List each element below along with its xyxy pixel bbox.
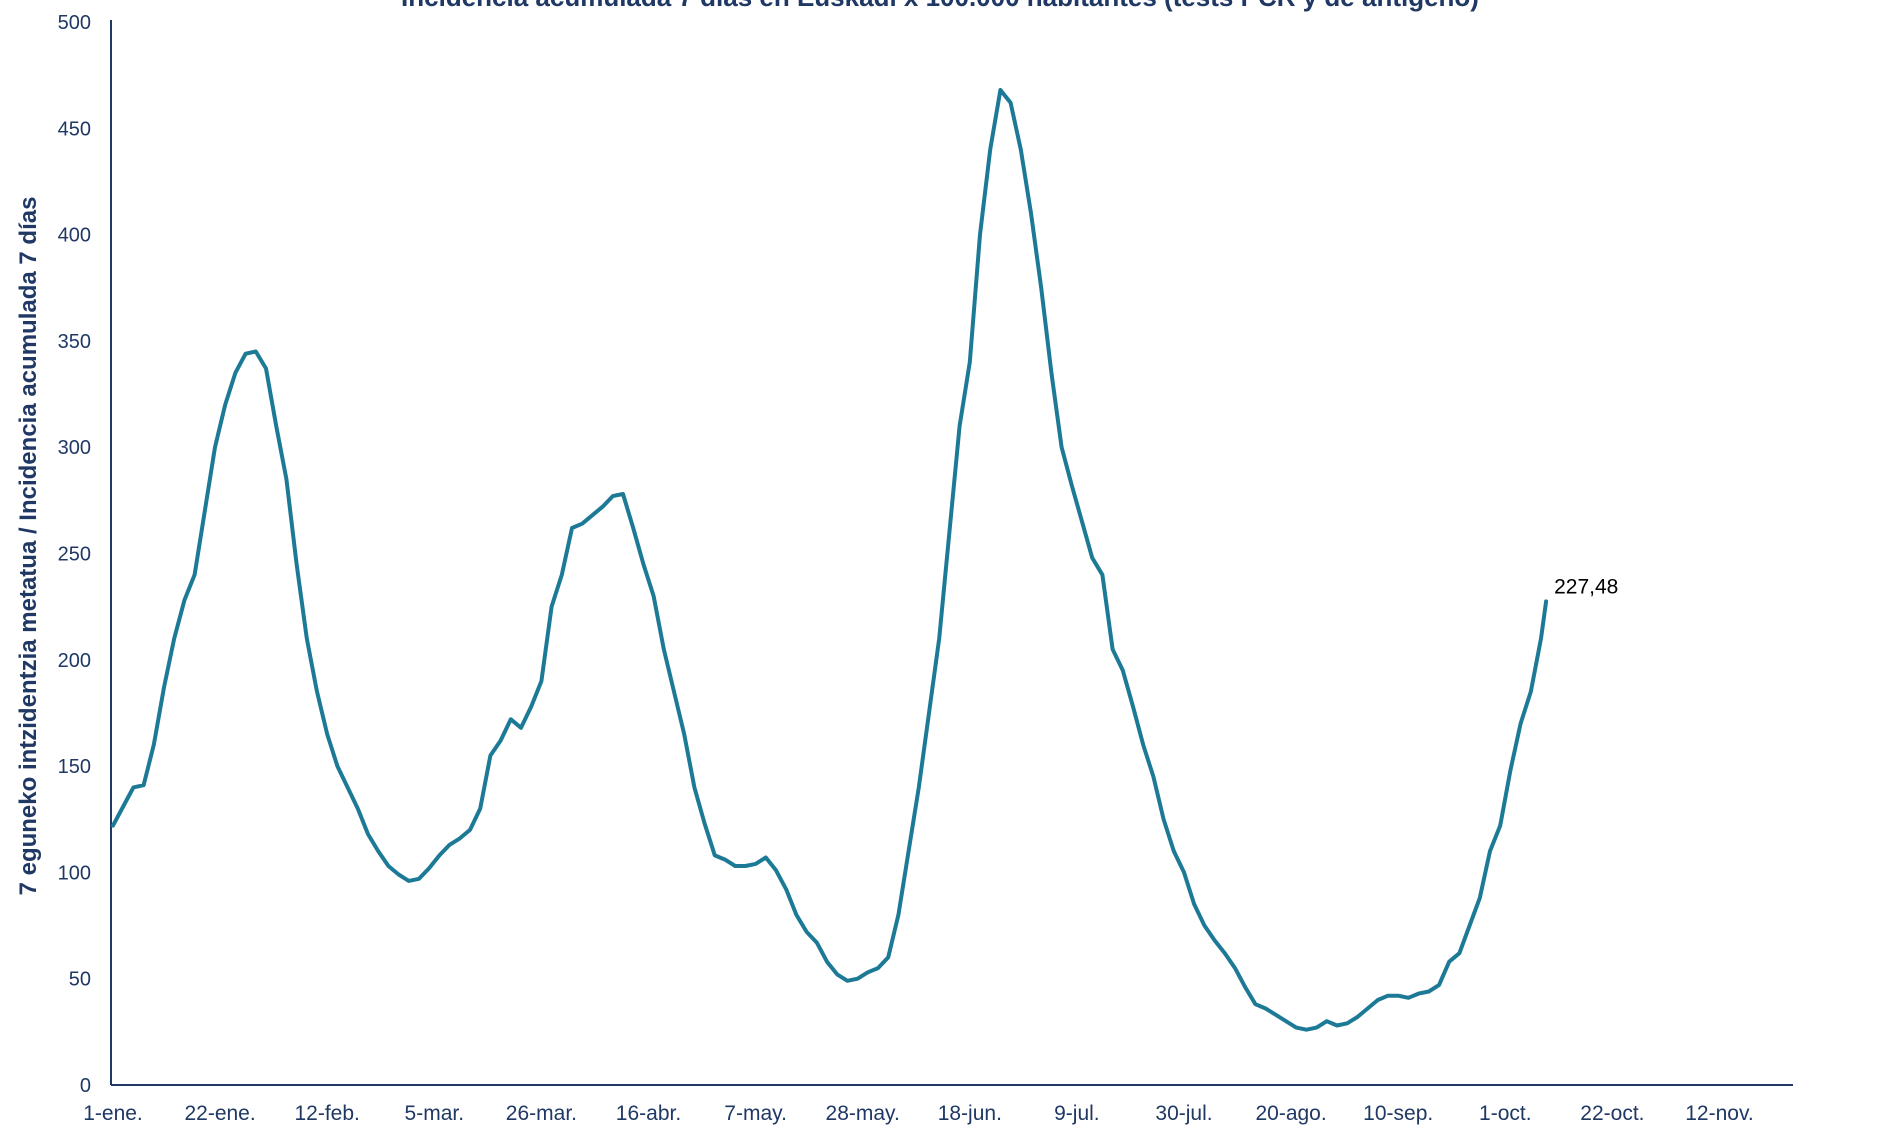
y-tick-label: 450 bbox=[58, 118, 91, 140]
x-tick-label: 28-may. bbox=[826, 1102, 900, 1125]
x-tick-label: 12-feb. bbox=[295, 1102, 360, 1125]
x-tick-label: 5-mar. bbox=[405, 1102, 465, 1125]
chart-title: Incidencia acumulada 7 días en Euskadi x… bbox=[401, 0, 1479, 12]
y-tick-label: 250 bbox=[58, 544, 91, 566]
y-tick-label: 200 bbox=[58, 650, 91, 672]
x-tick-label: 9-jul. bbox=[1054, 1102, 1100, 1125]
x-tick-label: 22-oct. bbox=[1580, 1102, 1644, 1125]
x-tick-label: 22-ene. bbox=[184, 1102, 255, 1125]
y-tick-labels: 0 50 100 150 200 250 300 350 400 450 500 bbox=[58, 12, 91, 1097]
x-tick-label: 26-mar. bbox=[506, 1102, 577, 1125]
x-tick-label: 18-jun. bbox=[938, 1102, 1002, 1125]
x-tick-label: 10-sep. bbox=[1363, 1102, 1433, 1125]
x-tick-label: 1-oct. bbox=[1479, 1102, 1532, 1125]
x-tick-labels: 1-ene. 22-ene. 12-feb. 5-mar. 26-mar. 16-abr.… bbox=[83, 1102, 1754, 1125]
x-tick-label: 1-ene. bbox=[83, 1102, 143, 1125]
x-tick-label: 16-abr. bbox=[616, 1102, 681, 1125]
y-tick-label: 100 bbox=[58, 862, 91, 884]
x-tick-label: 12-nov. bbox=[1685, 1102, 1754, 1125]
y-tick-label: 500 bbox=[58, 12, 91, 34]
y-tick-label: 400 bbox=[58, 225, 91, 247]
x-tick-label: 20-ago. bbox=[1255, 1102, 1326, 1125]
y-tick-label: 350 bbox=[58, 331, 91, 353]
y-tick-label: 300 bbox=[58, 437, 91, 459]
y-axis-label: 7 eguneko intzidentzia metatua / Inciden… bbox=[15, 197, 42, 896]
x-tick-label: 30-jul. bbox=[1155, 1102, 1212, 1125]
incidence-series-line bbox=[111, 88, 1549, 1032]
y-tick-label: 50 bbox=[69, 969, 91, 991]
y-tick-label: 150 bbox=[58, 756, 91, 778]
x-tick-label: 7-may. bbox=[724, 1102, 787, 1125]
end-value-label: 227,48 bbox=[1554, 575, 1618, 598]
y-tick-label: 0 bbox=[80, 1075, 91, 1097]
